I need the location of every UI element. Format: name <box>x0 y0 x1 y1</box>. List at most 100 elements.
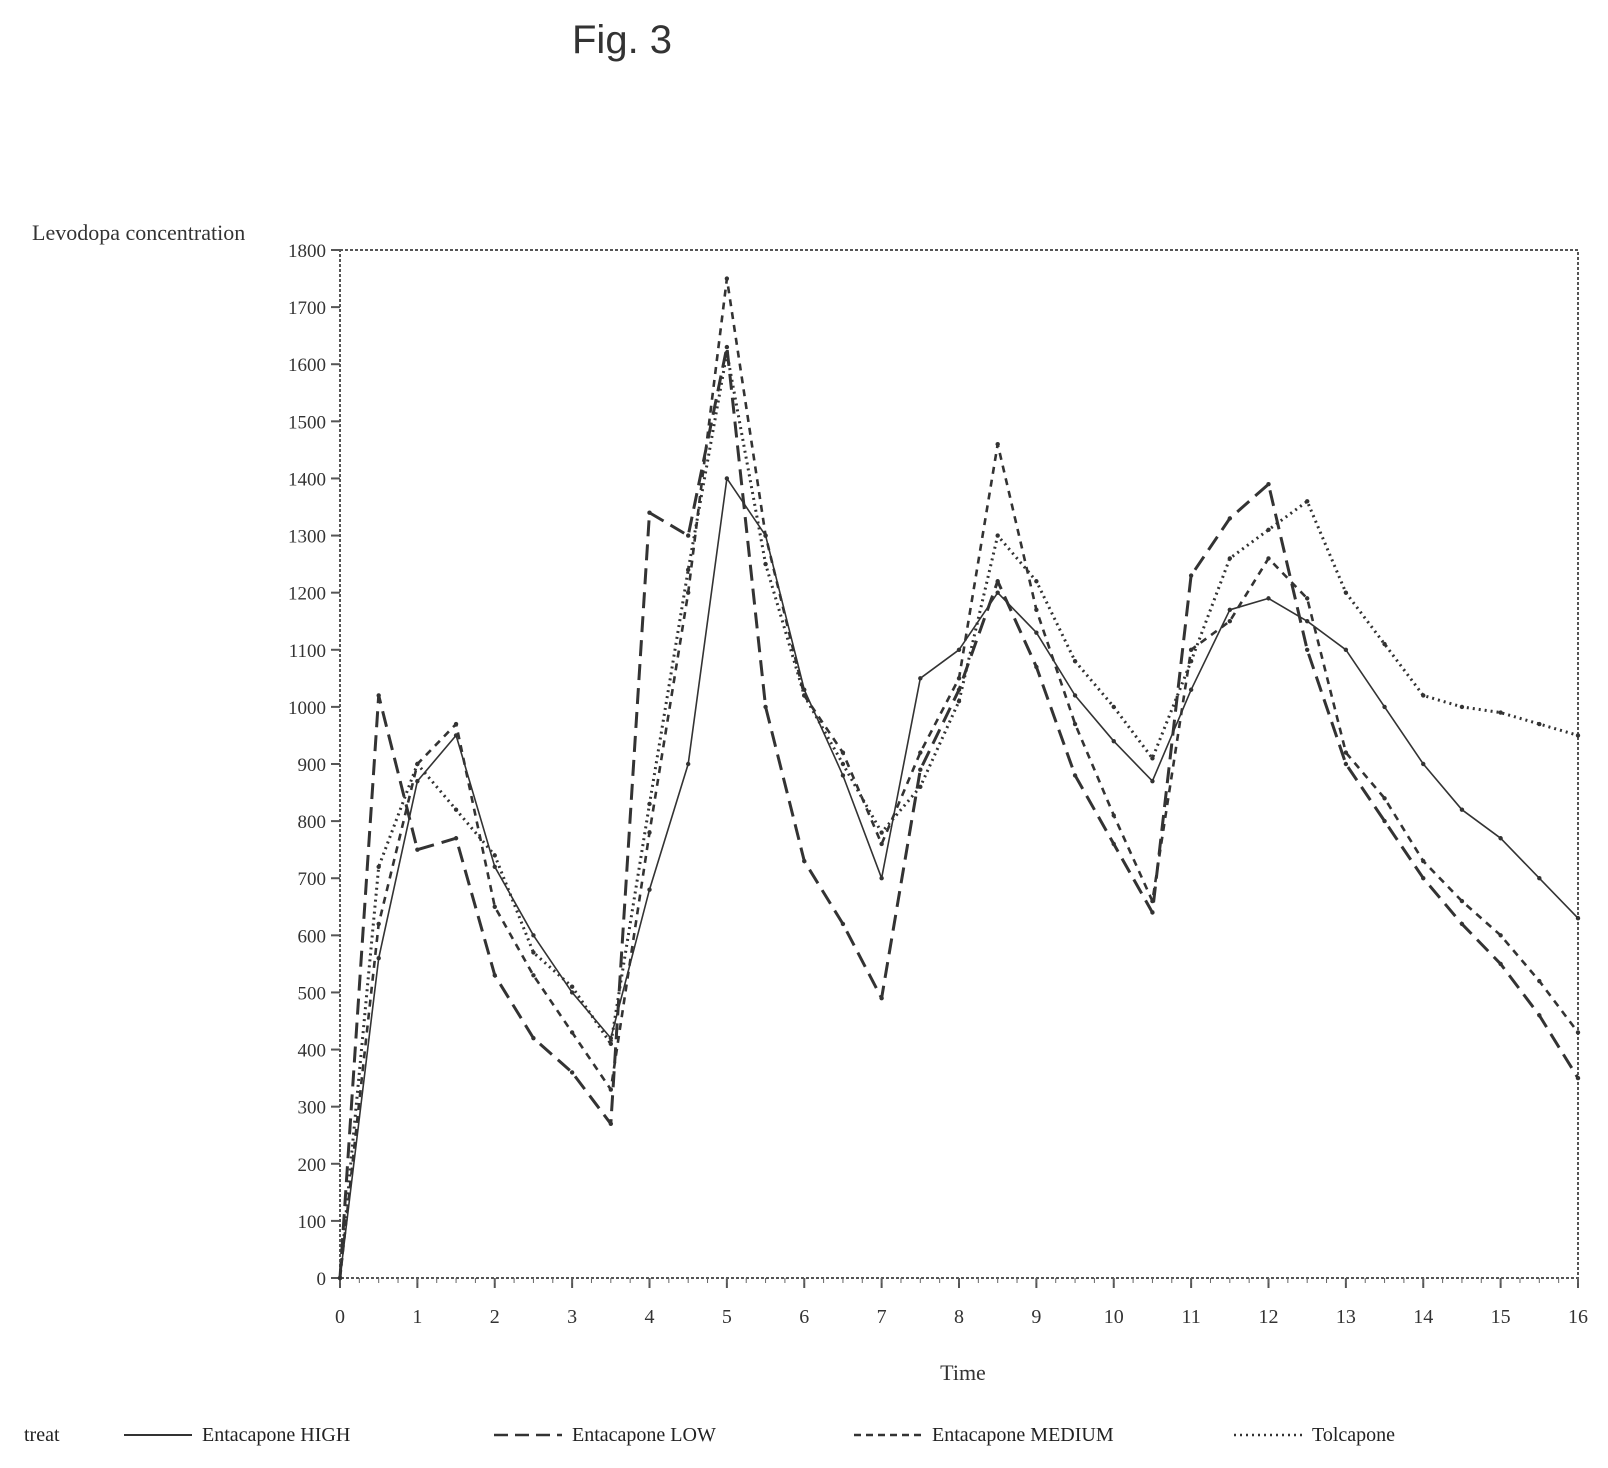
data-point-entacapone-medium <box>453 721 459 727</box>
data-point-entacapone-low <box>647 510 652 515</box>
data-point-entacapone-high <box>1575 916 1581 921</box>
data-point-entacapone-low <box>531 1035 536 1041</box>
data-point-entacapone-high <box>918 676 923 681</box>
x-tick-label: 14 <box>1413 1306 1433 1328</box>
y-tick-label: 400 <box>298 1041 327 1062</box>
data-point-entacapone-high <box>685 761 691 767</box>
data-point-tolcapone <box>376 864 381 869</box>
data-point-entacapone-high <box>569 990 575 995</box>
data-point-entacapone-medium <box>724 276 730 281</box>
y-tick-label: 1200 <box>288 584 326 605</box>
data-point-entacapone-high <box>1343 647 1349 652</box>
data-point-entacapone-medium <box>1034 607 1039 612</box>
x-tick-label: 11 <box>1181 1306 1200 1328</box>
legend: treat Entacapone HIGH Entacapone LOW Ent… <box>24 1418 1584 1452</box>
data-point-entacapone-medium <box>1537 978 1542 984</box>
data-point-tolcapone <box>1188 659 1194 664</box>
data-point-tolcapone <box>1304 499 1310 504</box>
data-point-entacapone-low <box>1537 1013 1542 1018</box>
data-point-tolcapone <box>1382 641 1387 647</box>
x-tick-label: 6 <box>799 1306 809 1328</box>
data-point-tolcapone <box>337 1275 343 1281</box>
data-point-entacapone-medium <box>376 921 381 927</box>
data-point-entacapone-high <box>1072 693 1078 698</box>
data-point-tolcapone <box>1343 590 1349 595</box>
data-point-entacapone-medium <box>1575 1030 1581 1035</box>
data-point-entacapone-medium <box>879 841 884 847</box>
data-point-entacapone-low <box>1072 773 1078 778</box>
data-point-entacapone-high <box>1150 778 1155 784</box>
data-point-entacapone-high <box>1111 738 1116 744</box>
data-point-tolcapone <box>724 350 730 355</box>
data-point-entacapone-high <box>1382 704 1387 710</box>
data-point-tolcapone <box>569 984 575 989</box>
data-point-entacapone-low <box>415 847 420 852</box>
data-point-entacapone-low <box>453 836 459 841</box>
data-point-entacapone-low <box>1459 921 1465 927</box>
data-point-entacapone-low <box>1304 647 1310 652</box>
data-point-entacapone-high <box>1266 596 1271 601</box>
data-point-tolcapone <box>1575 733 1581 738</box>
y-tick-label: 1000 <box>288 698 326 719</box>
data-point-entacapone-high <box>1498 836 1503 841</box>
data-point-entacapone-medium <box>1111 813 1116 818</box>
data-point-entacapone-low <box>1343 761 1349 767</box>
y-tick-label: 100 <box>298 1212 327 1233</box>
x-tick-label: 13 <box>1336 1306 1356 1328</box>
data-point-tolcapone <box>879 830 884 835</box>
y-tick-label: 1800 <box>288 241 326 262</box>
x-tick-label: 15 <box>1491 1306 1511 1328</box>
x-tick-label: 4 <box>645 1306 655 1328</box>
data-point-entacapone-low <box>724 344 730 350</box>
series-line-entacapone-medium <box>338 277 1580 1279</box>
data-point-tolcapone <box>1034 579 1039 584</box>
data-point-entacapone-medium <box>1459 898 1465 904</box>
y-tick-label: 1600 <box>288 355 326 376</box>
data-point-tolcapone <box>1498 710 1503 715</box>
x-axis: 0 1 2 3 4 5 6 7 8 9 10 11 12 13 14 15 16 <box>335 1278 1588 1328</box>
data-point-entacapone-high <box>1459 807 1465 812</box>
series-line-entacapone-low <box>338 345 1580 1279</box>
y-tick-label: 600 <box>298 926 327 947</box>
legend-swatch-dotted <box>1234 1429 1302 1441</box>
data-point-tolcapone <box>492 853 497 858</box>
data-point-entacapone-low <box>569 1070 575 1075</box>
figure-title: Fig. 3 <box>572 18 673 62</box>
data-point-entacapone-low <box>1227 516 1233 521</box>
data-point-entacapone-high <box>724 476 730 481</box>
data-point-tolcapone <box>1459 704 1465 710</box>
data-point-entacapone-low <box>1111 841 1116 847</box>
data-point-entacapone-medium <box>1266 556 1271 561</box>
legend-swatch-solid <box>124 1429 192 1441</box>
data-point-entacapone-low <box>1188 573 1194 578</box>
data-point-entacapone-low <box>995 579 1000 584</box>
data-point-entacapone-medium <box>1188 647 1194 652</box>
legend-label-entacapone-low: Entacapone LOW <box>572 1423 716 1446</box>
x-tick-label: 2 <box>490 1306 500 1328</box>
data-point-entacapone-low <box>376 693 381 698</box>
data-point-entacapone-high <box>531 933 536 938</box>
data-point-entacapone-high <box>1034 630 1039 635</box>
data-point-entacapone-medium <box>685 590 691 595</box>
x-tick-label: 8 <box>954 1306 964 1328</box>
data-point-entacapone-low <box>1266 481 1271 487</box>
y-tick-label: 800 <box>298 812 327 833</box>
data-point-entacapone-low <box>1498 961 1503 967</box>
data-point-entacapone-medium <box>1382 796 1387 801</box>
y-axis-title: Levodopa concentration <box>32 220 245 245</box>
x-tick-label: 1 <box>412 1306 422 1328</box>
data-point-entacapone-low <box>918 767 923 772</box>
legend-heading-item: treat <box>24 1418 60 1452</box>
x-tick-label: 7 <box>877 1306 887 1328</box>
line-chart: 0100200300400500600700800900100011001200… <box>32 220 1588 1385</box>
data-point-entacapone-high <box>1537 876 1542 881</box>
data-point-tolcapone <box>453 807 459 812</box>
data-point-entacapone-medium <box>1498 933 1503 938</box>
data-point-tolcapone <box>1111 704 1116 710</box>
data-point-entacapone-medium <box>1072 721 1078 727</box>
data-point-entacapone-medium <box>608 1087 614 1092</box>
data-point-tolcapone <box>1266 527 1271 533</box>
data-point-entacapone-medium <box>1150 898 1155 904</box>
data-point-tolcapone <box>1227 556 1233 561</box>
data-point-entacapone-high <box>1304 619 1310 624</box>
